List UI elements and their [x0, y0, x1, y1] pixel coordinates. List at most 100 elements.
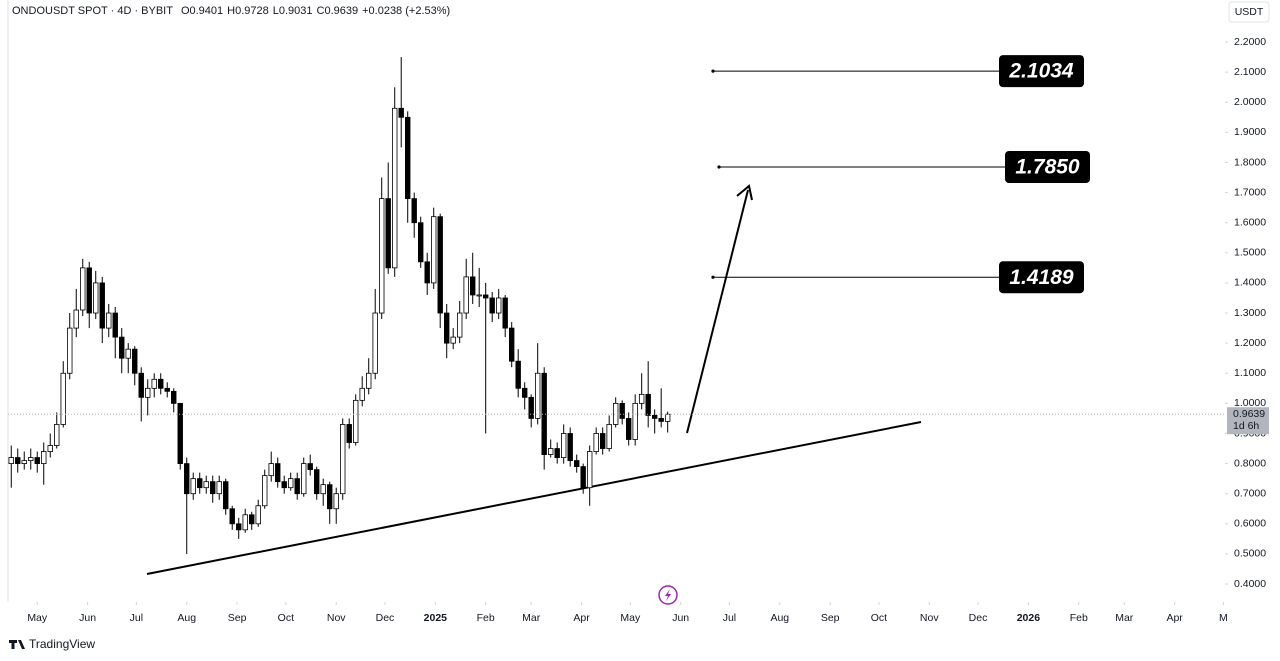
candle-body [223, 481, 229, 510]
candle-body [470, 276, 476, 296]
target-box[interactable] [1005, 150, 1090, 183]
candle-body [327, 484, 333, 510]
candle-body [457, 312, 463, 338]
candle-body [294, 478, 300, 495]
candle-body [398, 107, 404, 118]
target-box[interactable] [999, 55, 1084, 88]
x-tick-label: Dec [969, 612, 988, 624]
y-tick-label: 1.5000 [1234, 247, 1266, 259]
candle-body [599, 433, 606, 449]
x-tick-label: Feb [1070, 612, 1088, 624]
y-tick-label: 0.4000 [1234, 578, 1266, 590]
candle-body [392, 107, 398, 269]
candle-body [99, 282, 105, 329]
candle-body [47, 445, 53, 452]
candle-body [534, 372, 541, 419]
y-tick-label: 2.2000 [1234, 36, 1266, 48]
candle-body [268, 463, 274, 477]
candle-body [203, 481, 209, 489]
x-tick-label: Mar [522, 612, 541, 624]
candle-body [625, 418, 632, 440]
x-tick-label: Oct [871, 612, 887, 624]
x-tick-label: Sep [821, 612, 840, 624]
candle-body [632, 402, 638, 440]
x-tick-label: Jun [79, 612, 96, 624]
candle-body [580, 466, 586, 489]
x-tick-label: Aug [770, 612, 789, 624]
candle-body [229, 508, 235, 525]
candle-body [508, 327, 515, 362]
x-tick-label: Jun [672, 612, 689, 624]
candle-body [28, 457, 34, 461]
y-tick-label: 1.2000 [1234, 337, 1266, 349]
arrow[interactable] [686, 189, 749, 434]
countdown: 1d 6h [1233, 420, 1259, 432]
candle-body [314, 469, 320, 495]
target-label: 1.7850 [1015, 156, 1080, 179]
candle-body [664, 413, 671, 422]
candle-body [34, 457, 40, 464]
x-tick-label: Aug [177, 612, 196, 624]
y-tick-label: 1.4000 [1234, 277, 1266, 289]
y-tick-label: 2.0000 [1234, 96, 1266, 108]
candle-body [320, 484, 326, 495]
target-label: 1.4189 [1009, 266, 1074, 289]
candle-body [528, 396, 534, 419]
trendline[interactable] [146, 421, 922, 575]
x-tick-label: Apr [573, 612, 590, 624]
legend-item: +0.0238 (+2.53%) [362, 5, 450, 17]
candle-body [86, 267, 92, 314]
price-box [1227, 407, 1269, 435]
x-tick-label: Oct [278, 612, 294, 624]
candle-body [197, 478, 203, 489]
brand-text: TradingView [29, 637, 95, 651]
y-tick-label: 2.1000 [1234, 66, 1266, 78]
candle-body [151, 378, 157, 389]
currency-box[interactable] [1228, 1, 1270, 23]
candle-body [450, 336, 456, 344]
candle-body [301, 463, 307, 495]
x-tick-label: Feb [477, 612, 495, 624]
x-tick-label: M [1219, 612, 1228, 624]
x-tick-label: Apr [1166, 612, 1183, 624]
candle-body [645, 393, 651, 416]
candle-body [515, 360, 521, 389]
y-tick-label: 1.1000 [1234, 367, 1266, 379]
candle-body [249, 514, 255, 525]
candle-body [541, 372, 547, 455]
candle-body [177, 402, 183, 464]
candle-body [521, 387, 528, 398]
candle-body [444, 312, 450, 344]
candle-body [658, 418, 664, 422]
target-box[interactable] [999, 261, 1084, 294]
candle-body [560, 433, 567, 458]
candle-body [495, 297, 502, 314]
candle-body [210, 481, 216, 495]
candle-body [638, 393, 645, 404]
currency-label: USDT [1235, 6, 1264, 18]
candle-body [145, 387, 151, 398]
candle-body [190, 478, 196, 495]
candle-body [15, 457, 21, 464]
x-tick-label: Nov [327, 612, 346, 624]
candle-body [567, 433, 573, 461]
target-label: 2.1034 [1008, 60, 1074, 83]
candle-body [489, 297, 495, 314]
candle-body [80, 267, 86, 311]
candle-body [67, 327, 73, 374]
candle-body [288, 478, 294, 489]
candle-body [606, 424, 612, 449]
candle-body [463, 276, 469, 314]
candle-body [8, 457, 14, 464]
event-bolt [665, 589, 671, 601]
x-tick-label: Jul [723, 612, 736, 624]
candle-body [476, 294, 482, 297]
candle-body [431, 216, 437, 284]
y-tick-label: 0.5000 [1234, 548, 1266, 560]
x-tick-label: Dec [376, 612, 395, 624]
x-tick-label: May [620, 612, 641, 624]
candle-body [346, 424, 352, 443]
x-tick-label: 2026 [1017, 612, 1041, 624]
